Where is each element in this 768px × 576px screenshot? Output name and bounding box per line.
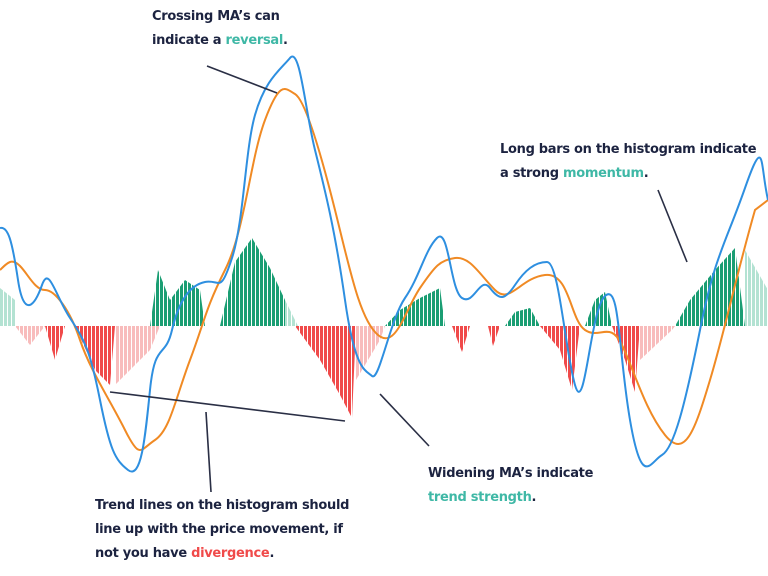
annotation-text: . — [644, 166, 649, 181]
annotation-line: trend strength. — [428, 490, 536, 505]
annotation-highlight: trend strength — [428, 490, 532, 505]
annotation-line: not you have divergence. — [95, 546, 274, 561]
annotation-text: a strong — [500, 166, 563, 181]
annotation-line: Trend lines on the histogram should — [95, 498, 349, 513]
annotation-highlight: momentum — [563, 166, 644, 181]
annotation-text: . — [532, 490, 537, 505]
annotation-text: line up with the price movement, if — [95, 522, 343, 537]
annotation-highlight: reversal — [226, 33, 284, 48]
histogram — [0, 238, 768, 418]
annotation-text: . — [269, 546, 274, 561]
annotation-text: . — [283, 33, 288, 48]
macd-line — [0, 55, 768, 473]
annotation-text: Crossing MA’s can — [152, 9, 280, 24]
annotation-line: indicate a reversal. — [152, 33, 288, 48]
annotation-text: Widening MA’s indicate — [428, 466, 594, 481]
annotations: Crossing MA’s can indicate a reversal. Lon… — [95, 9, 757, 561]
annotation-line: Crossing MA’s can — [152, 9, 280, 24]
annotation-text: Trend lines on the histogram should — [95, 498, 349, 513]
pointers — [109, 65, 688, 493]
signal-line — [0, 88, 768, 451]
annotation-text: not you have — [95, 546, 191, 561]
annotation-line: Widening MA’s indicate — [428, 466, 594, 481]
annotation-highlight: divergence — [191, 546, 270, 561]
annotation-line: Long bars on the histogram indicate — [500, 142, 757, 157]
annotation-text: Long bars on the histogram indicate — [500, 142, 757, 157]
annotation-line: a strong momentum. — [500, 166, 648, 181]
annotation-text: indicate a — [152, 33, 226, 48]
annotation-line: line up with the price movement, if — [95, 522, 343, 537]
